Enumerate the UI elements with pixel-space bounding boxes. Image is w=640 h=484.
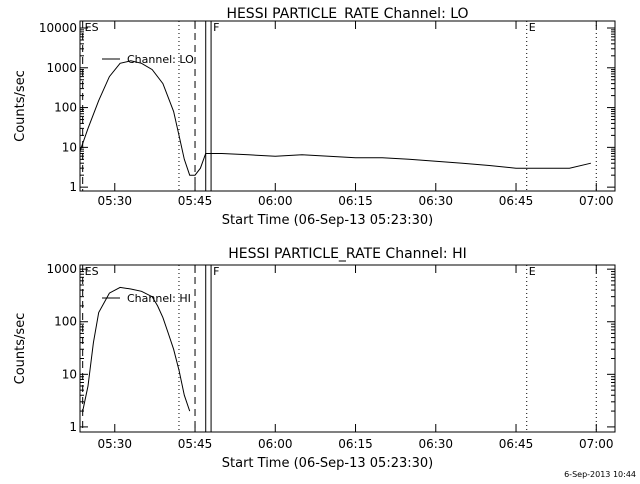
y-tick-label: 10000 [39,21,77,35]
panel-lo: HESSI PARTICLE_RATE Channel: LO 1 10 100 100… [13,6,616,228]
y-tick-label: 100 [54,101,77,115]
y-tick-label: 1000 [46,61,77,75]
x-tick-label: 06:15 [338,194,373,208]
x-axis-label: Start Time (06-Sep-13 05:23:30) [222,456,433,471]
legend-label: Channel: HI [127,292,191,305]
x-tick-label: 05:45 [178,194,213,208]
x-tick-label: 06:45 [499,194,534,208]
y-tick-label: 1 [69,180,77,194]
x-tick-label: 06:45 [499,437,534,451]
x-tick-label: 06:00 [258,437,293,451]
x-axis-label: Start Time (06-Sep-13 05:23:30) [222,213,433,228]
plot-frame [79,20,616,192]
x-tick-label: 06:30 [418,437,453,451]
plot-frame [79,264,616,433]
x-tick-label: 06:00 [258,194,293,208]
x-tick-label: 07:00 [579,437,614,451]
event-marker-label: E [529,21,536,34]
event-marker-label: F [213,265,219,278]
series-line-lo [79,60,592,176]
x-tick-label: 05:30 [97,437,132,451]
panel-hi: HESSI PARTICLE_RATE Channel: HI 1 10 100 100… [13,246,616,471]
y-axis-label: Counts/sec [13,313,28,385]
y-axis-label: Counts/sec [13,70,28,142]
y-tick-label: 10 [62,367,77,381]
chart-title: HESSI PARTICLE_RATE Channel: LO [226,6,468,22]
y-tick-label: 10 [62,140,77,154]
y-tick-label: 1000 [46,262,77,276]
event-marker-label: ES [85,21,99,34]
event-marker-label: E [529,265,536,278]
series-line-hi [82,286,191,412]
chart-title: HESSI PARTICLE_RATE Channel: HI [228,246,466,262]
x-tick-label: 05:45 [178,437,213,451]
event-marker-label: ES [85,265,99,278]
x-tick-label: 07:00 [579,194,614,208]
y-tick-label: 1 [69,420,77,434]
x-tick-label: 06:15 [338,437,373,451]
event-marker-label: F [213,21,219,34]
legend-label: Channel: LO [127,53,194,66]
y-tick-label: 100 [54,315,77,329]
x-tick-label: 06:30 [418,194,453,208]
footer-timestamp: 6-Sep-2013 10:44 [564,470,636,479]
x-tick-label: 05:30 [97,194,132,208]
